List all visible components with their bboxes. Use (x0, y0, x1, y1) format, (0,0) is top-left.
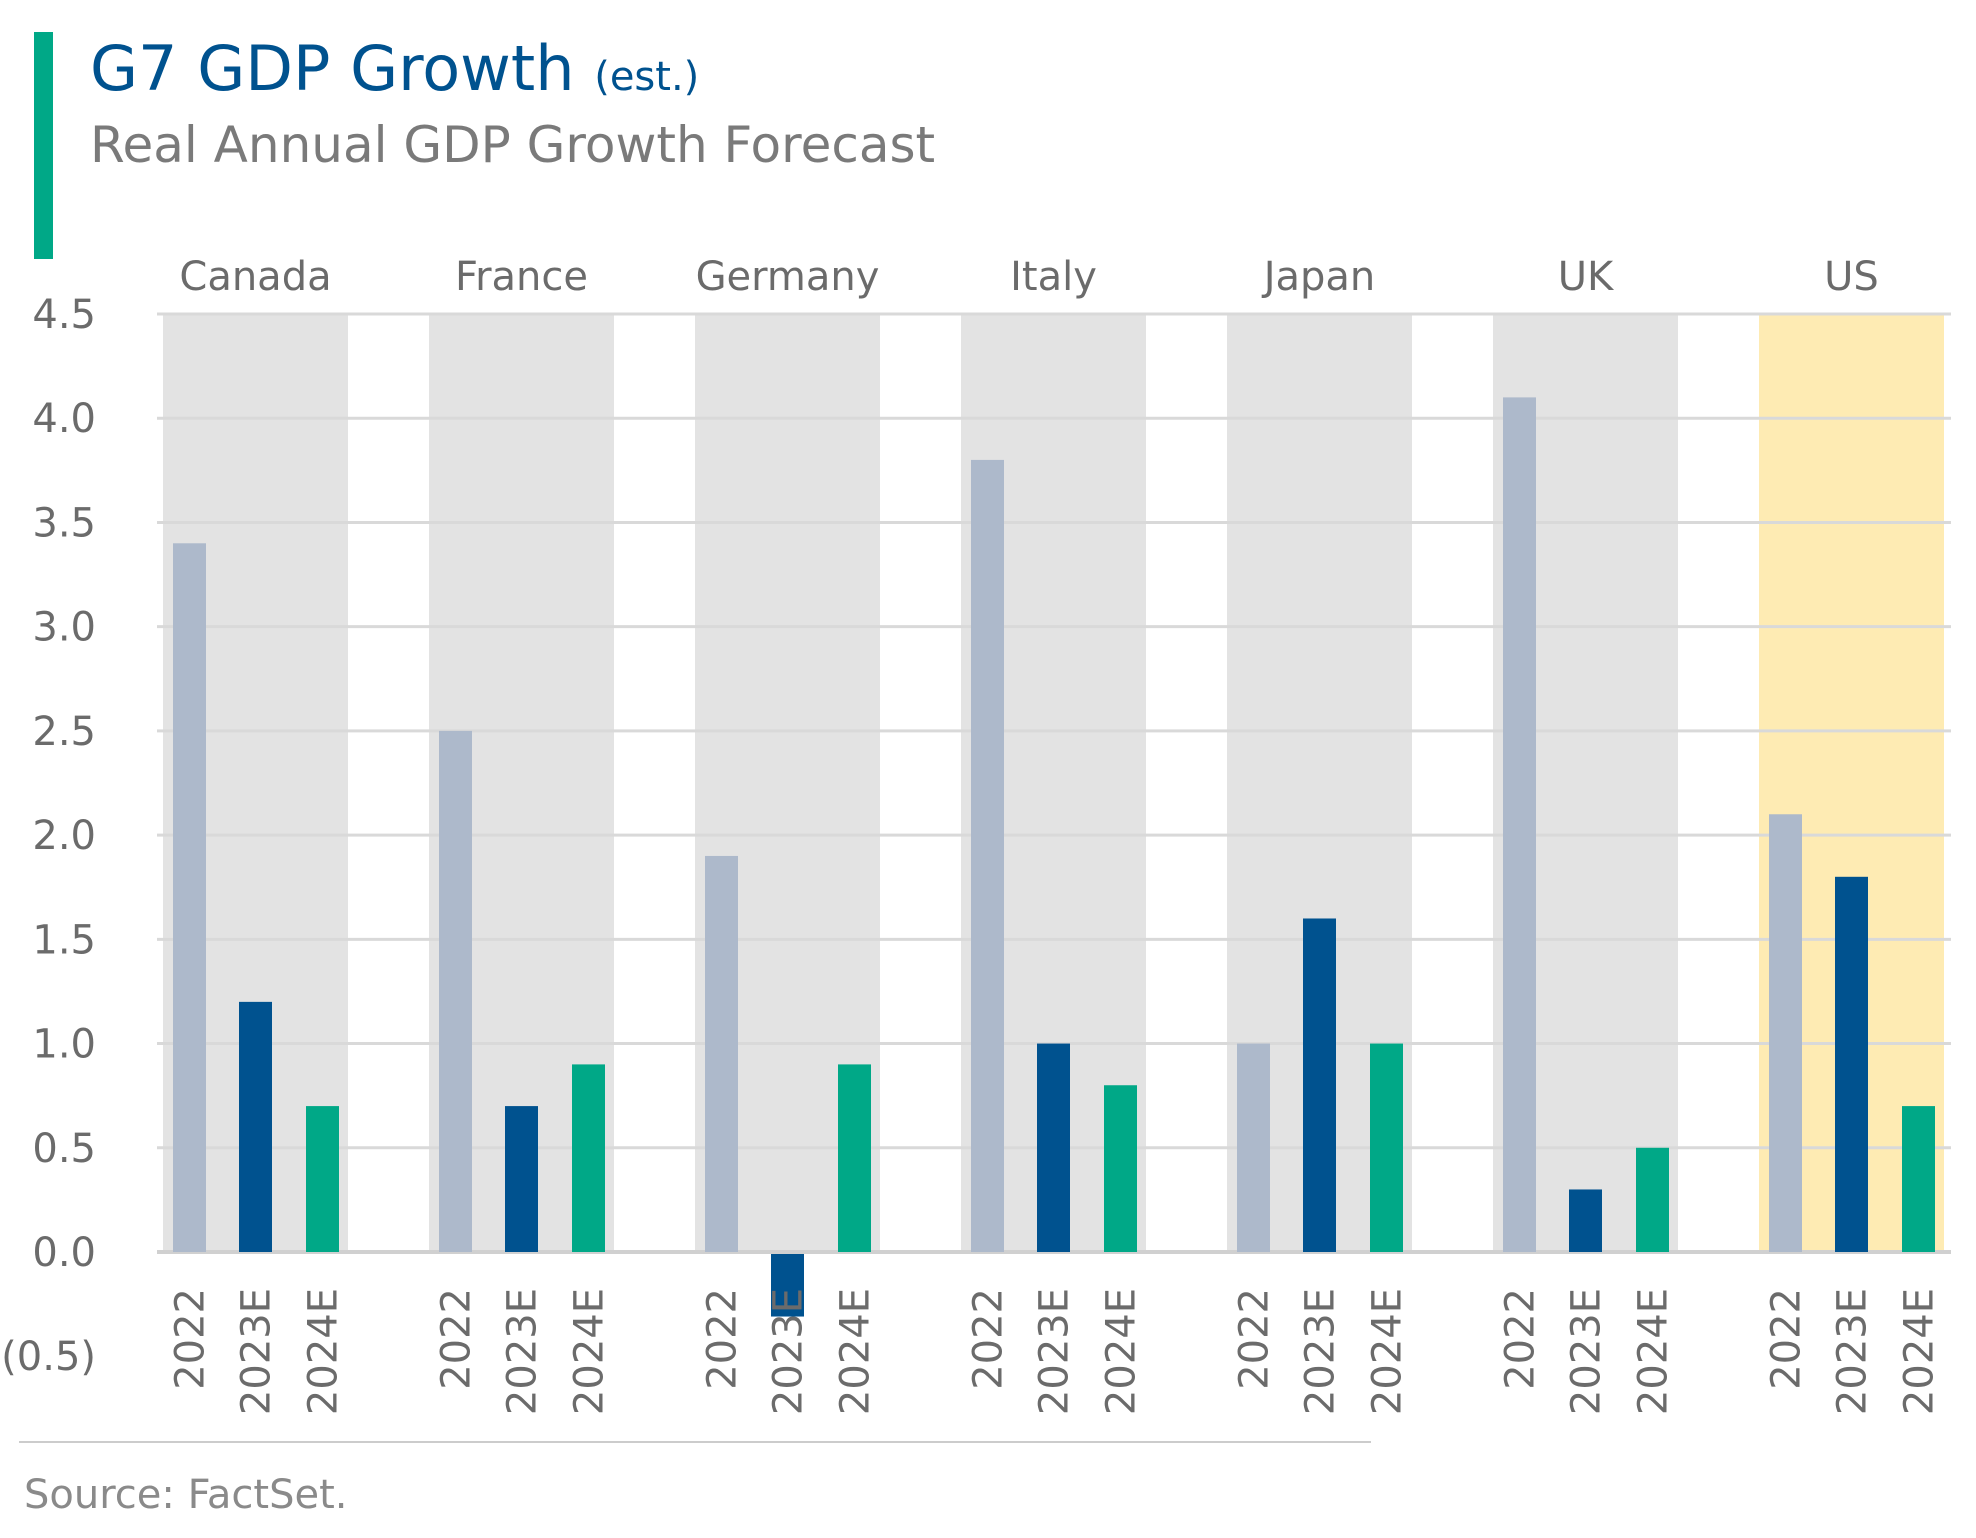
x-tick-label: 2023E (1032, 1288, 1078, 1415)
x-tick-label: 2022 (434, 1288, 480, 1390)
x-tick-label: 2022 (700, 1288, 746, 1390)
y-tick-label: 3.0 (32, 605, 96, 651)
x-tick-label: 2022 (1764, 1288, 1810, 1390)
y-tick-label: 4.5 (32, 292, 96, 338)
chart-subtitle: Real Annual GDP Growth Forecast (90, 116, 935, 174)
x-tick-label: 2022 (1232, 1288, 1278, 1390)
country-label: Canada (179, 254, 331, 300)
bar-germany-2022 (705, 855, 738, 1252)
country-label: Italy (1010, 254, 1097, 300)
bar-france-2023e (505, 1106, 538, 1252)
x-tick-label: 2023E (766, 1288, 812, 1415)
title-suffix: (est.) (594, 54, 699, 100)
country-label: France (455, 254, 588, 300)
country-label: US (1824, 254, 1879, 300)
x-tick-label: 2024E (301, 1288, 347, 1415)
y-tick-label: 0.5 (32, 1126, 96, 1172)
bar-germany-2023e (771, 1254, 804, 1317)
bar-japan-2024e (1370, 1043, 1403, 1252)
y-tick-label: 2.5 (32, 709, 96, 755)
bar-us-2024e (1902, 1106, 1935, 1252)
country-label: Germany (696, 254, 880, 300)
bar-uk-2023e (1569, 1189, 1602, 1252)
x-tick-label: 2023E (1564, 1288, 1610, 1415)
y-tick-label: 3.5 (32, 500, 96, 546)
x-tick-label: 2024E (1099, 1288, 1145, 1415)
x-tick-label: 2023E (500, 1288, 546, 1415)
x-tick-label: 2023E (1830, 1288, 1876, 1415)
x-tick-label: 2024E (567, 1288, 613, 1415)
bar-canada-2023e (239, 1001, 272, 1252)
x-tick-label: 2023E (234, 1288, 280, 1415)
country-label: Japan (1261, 254, 1376, 300)
x-tick-label: 2022 (966, 1288, 1012, 1390)
x-tick-label: 2022 (168, 1288, 214, 1390)
y-tick-label: 0.0 (32, 1230, 96, 1276)
bar-us-2023e (1835, 876, 1868, 1252)
y-tick-label: 1.0 (32, 1022, 96, 1068)
x-tick-label: 2024E (833, 1288, 879, 1415)
accent-bar (34, 32, 53, 259)
bar-canada-2022 (173, 543, 206, 1252)
bar-france-2022 (439, 730, 472, 1252)
x-tick-label: 2024E (1631, 1288, 1677, 1415)
bar-japan-2022 (1237, 1043, 1270, 1252)
bar-italy-2023e (1037, 1043, 1070, 1252)
y-tick-label: (0.5) (1, 1334, 96, 1380)
y-tick-label: 1.5 (32, 917, 96, 963)
bar-france-2024e (572, 1064, 605, 1252)
bar-japan-2023e (1303, 918, 1336, 1252)
bar-us-2022 (1769, 814, 1802, 1252)
bar-germany-2024e (838, 1064, 871, 1252)
source-note: Source: FactSet. (24, 1472, 348, 1518)
bar-canada-2024e (306, 1106, 339, 1252)
bar-italy-2022 (971, 459, 1004, 1252)
y-tick-label: 2.0 (32, 813, 96, 859)
x-tick-label: 2024E (1365, 1288, 1411, 1415)
bar-uk-2024e (1636, 1147, 1669, 1252)
country-label: UK (1558, 254, 1615, 300)
bar-italy-2024e (1104, 1085, 1137, 1252)
bar-uk-2022 (1503, 397, 1536, 1252)
x-tick-label: 2023E (1298, 1288, 1344, 1415)
chart-title: G7 GDP Growth (est.) (90, 32, 699, 105)
x-tick-label: 2024E (1897, 1288, 1943, 1415)
x-tick-label: 2022 (1498, 1288, 1544, 1390)
y-tick-label: 4.0 (32, 396, 96, 442)
